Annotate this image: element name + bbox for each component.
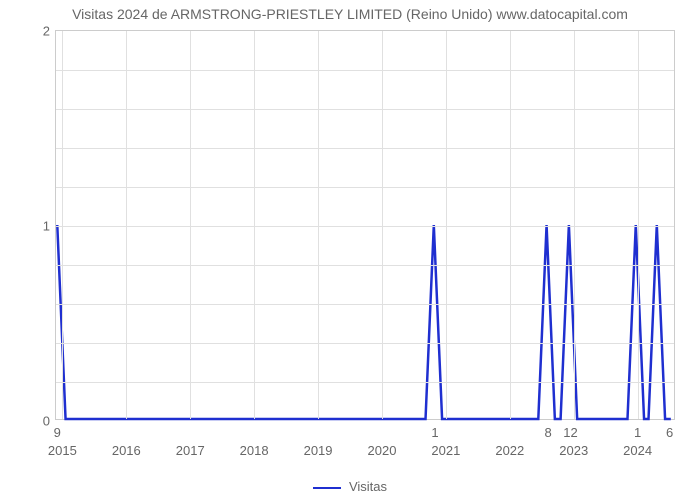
grid-line-v <box>318 31 319 419</box>
x-tick-number: 8 <box>545 425 552 440</box>
grid-line-h-minor <box>56 109 674 110</box>
y-tick-label: 2 <box>43 24 50 39</box>
grid-line-h-minor <box>56 304 674 305</box>
x-tick-number: 1 <box>634 425 641 440</box>
x-tick-year: 2022 <box>495 443 524 458</box>
chart-title: Visitas 2024 de ARMSTRONG-PRIESTLEY LIMI… <box>0 6 700 22</box>
grid-line-h <box>56 226 674 227</box>
grid-line-v <box>638 31 639 419</box>
x-tick-number: 6 <box>666 425 673 440</box>
x-tick-number: 12 <box>563 425 577 440</box>
plot-area: 0122015201620172018201920202021202220232… <box>55 30 675 420</box>
x-tick-number: 9 <box>54 425 61 440</box>
y-tick-label: 1 <box>43 219 50 234</box>
x-tick-year: 2021 <box>431 443 460 458</box>
x-tick-year: 2023 <box>559 443 588 458</box>
x-tick-number: 1 <box>431 425 438 440</box>
line-series <box>56 31 674 419</box>
x-tick-year: 2016 <box>112 443 141 458</box>
grid-line-v <box>62 31 63 419</box>
grid-line-v <box>510 31 511 419</box>
grid-line-v <box>254 31 255 419</box>
legend-label: Visitas <box>349 479 387 494</box>
grid-line-h-minor <box>56 187 674 188</box>
x-tick-year: 2020 <box>368 443 397 458</box>
grid-line-v <box>190 31 191 419</box>
x-tick-year: 2015 <box>48 443 77 458</box>
grid-line-h-minor <box>56 265 674 266</box>
y-tick-label: 0 <box>43 414 50 429</box>
x-tick-year: 2018 <box>240 443 269 458</box>
grid-line-v <box>574 31 575 419</box>
grid-line-h-minor <box>56 382 674 383</box>
grid-line-v <box>126 31 127 419</box>
grid-line-v <box>382 31 383 419</box>
grid-line-h-minor <box>56 343 674 344</box>
grid-line-h-minor <box>56 148 674 149</box>
x-tick-year: 2024 <box>623 443 652 458</box>
x-tick-year: 2019 <box>304 443 333 458</box>
legend: Visitas <box>0 479 700 494</box>
x-tick-year: 2017 <box>176 443 205 458</box>
legend-swatch <box>313 487 341 489</box>
grid-line-h-minor <box>56 70 674 71</box>
grid-line-v <box>446 31 447 419</box>
